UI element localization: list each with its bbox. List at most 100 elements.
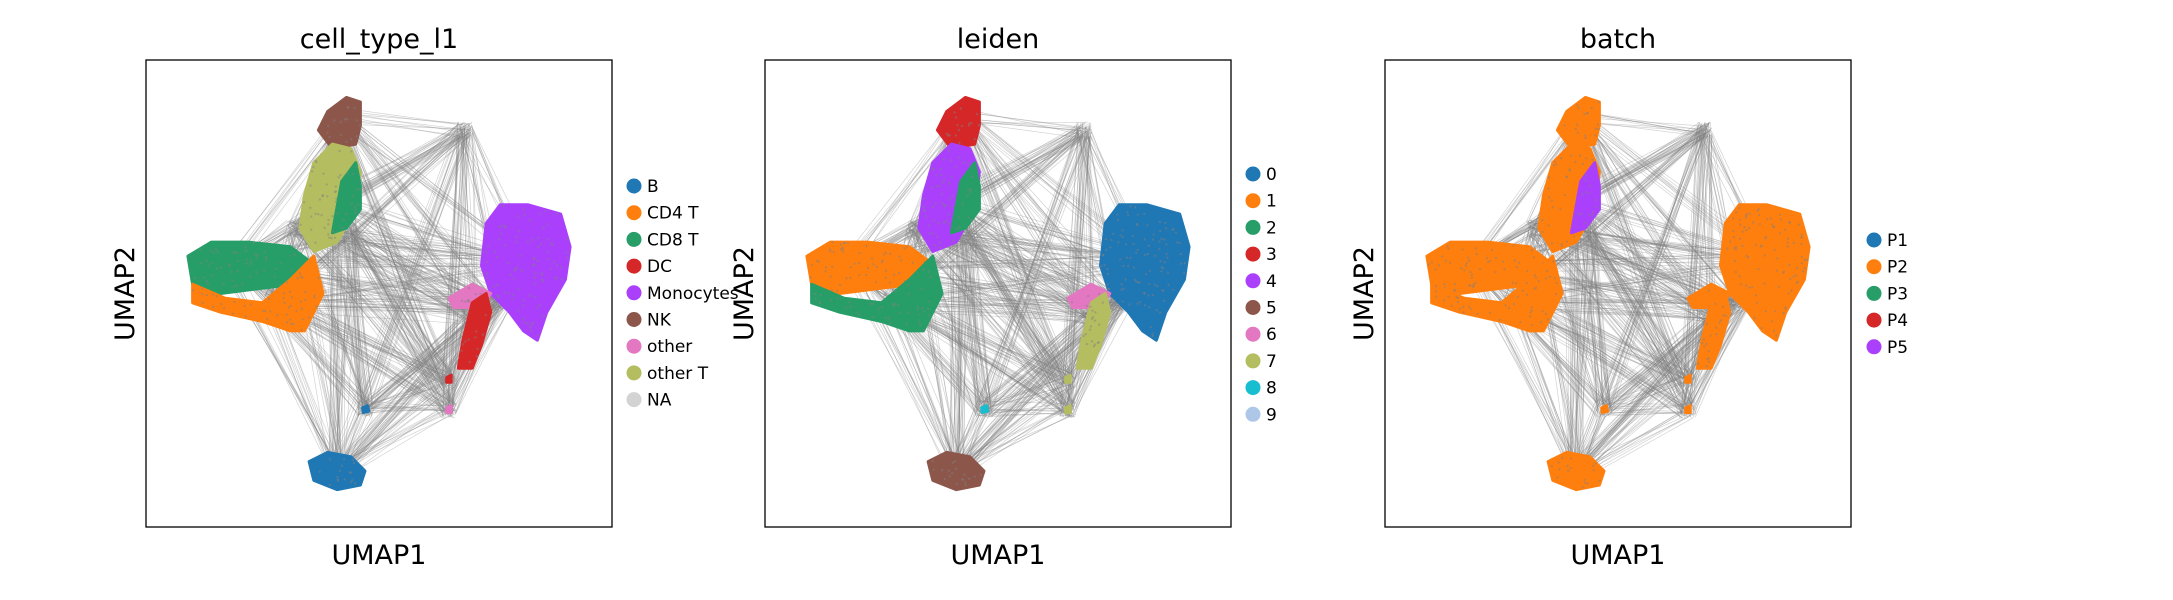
legend-label: 8: [1266, 379, 1277, 399]
paga-edge: [235, 262, 344, 479]
point-speckle: [894, 290, 897, 293]
point-speckle: [289, 254, 292, 258]
point-speckle: [1558, 468, 1561, 471]
paga-edge: [442, 125, 461, 418]
point-speckle: [317, 276, 320, 280]
paga-edge: [1579, 113, 1693, 373]
paga-edge: [1571, 204, 1682, 388]
point-speckle: [302, 318, 305, 321]
paga-edge: [1581, 118, 1693, 384]
point-speckle: [222, 283, 225, 286]
paga-edge: [1599, 321, 1708, 402]
paga-edge: [1573, 323, 1720, 468]
paga-edge: [1599, 403, 1687, 405]
paga-edge: [910, 222, 1073, 411]
point-speckle: [232, 285, 236, 288]
point-speckle: [1733, 259, 1737, 263]
point-speckle: [828, 250, 832, 253]
point-speckle: [354, 211, 357, 215]
point-speckle: [1775, 269, 1778, 272]
paga-edge: [443, 314, 469, 381]
point-speckle: [1120, 288, 1123, 291]
paga-edge: [1065, 386, 1071, 406]
point-speckle: [857, 314, 861, 317]
point-speckle: [1575, 123, 1579, 126]
point-speckle: [199, 248, 202, 252]
paga-edge: [977, 136, 1081, 405]
paga-edge: [1067, 382, 1070, 406]
paga-edge: [1579, 192, 1712, 310]
paga-edge: [1575, 237, 1590, 474]
paga-edge: [1587, 236, 1694, 408]
point-speckle: [1091, 316, 1095, 319]
paga-edge: [1581, 119, 1681, 379]
point-speckle: [1766, 218, 1769, 221]
point-speckle: [1530, 323, 1534, 327]
paga-edge: [344, 122, 448, 416]
point-speckle: [936, 235, 939, 239]
paga-edge: [971, 241, 1090, 320]
point-speckle: [1586, 482, 1589, 485]
paga-edge: [333, 202, 453, 384]
point-speckle: [351, 458, 355, 462]
point-speckle: [961, 202, 964, 205]
paga-edge: [961, 413, 1074, 471]
paga-edge: [955, 236, 978, 477]
legend-marker: [626, 338, 642, 354]
point-speckle: [1726, 247, 1729, 250]
point-speckle: [973, 475, 976, 478]
point-speckle: [943, 221, 946, 224]
paga-edge: [336, 199, 508, 296]
point-speckle: [940, 192, 943, 196]
paga-edge: [235, 272, 366, 403]
point-speckle: [1146, 252, 1150, 256]
legend-item: Monocytes: [626, 284, 739, 304]
legend-item: B: [626, 177, 659, 197]
point-speckle: [546, 250, 549, 253]
point-speckle: [254, 253, 257, 256]
paga-edge: [343, 376, 443, 478]
point-speckle: [1584, 191, 1588, 194]
point-speckle: [1131, 234, 1134, 238]
point-speckle: [1760, 244, 1763, 248]
paga-edge: [1705, 132, 1713, 310]
cluster-small-mid: [445, 373, 453, 384]
paga-edge: [1596, 122, 1710, 237]
paga-edge: [343, 132, 469, 241]
point-speckle: [321, 194, 324, 198]
point-speckle: [500, 232, 503, 236]
paga-edge: [1537, 229, 1681, 379]
point-speckle: [888, 281, 891, 284]
point-speckle: [1724, 314, 1728, 318]
point-speckle: [1501, 260, 1505, 263]
point-speckle: [814, 297, 817, 301]
point-speckle: [1146, 224, 1149, 227]
point-speckle: [235, 251, 238, 254]
point-speckle: [832, 250, 835, 254]
paga-edge: [349, 113, 460, 133]
legend-marker: [626, 285, 642, 301]
paga-edge: [966, 122, 1087, 239]
paga-edge: [1076, 130, 1085, 319]
paga-edge: [225, 266, 451, 413]
paga-edge: [847, 270, 1073, 418]
point-speckle: [1120, 283, 1123, 286]
paga-edge: [1069, 373, 1074, 404]
paga-edge: [964, 239, 978, 412]
legend-marker: [626, 365, 642, 381]
point-speckle: [1584, 174, 1588, 177]
legend-label: 3: [1266, 245, 1277, 265]
point-speckle: [962, 161, 965, 164]
paga-edge: [1575, 122, 1748, 301]
paga-edge: [1605, 137, 1699, 404]
paga-edge: [450, 134, 471, 418]
point-speckle: [1764, 310, 1767, 313]
point-speckle: [1772, 225, 1776, 229]
paga-edge: [1070, 134, 1090, 411]
paga-edge: [1608, 405, 1687, 415]
legend-label: B: [647, 177, 659, 197]
point-speckle: [977, 123, 981, 127]
point-speckle: [1758, 222, 1762, 226]
point-speckle: [829, 299, 833, 302]
paga-edge: [843, 269, 1064, 408]
